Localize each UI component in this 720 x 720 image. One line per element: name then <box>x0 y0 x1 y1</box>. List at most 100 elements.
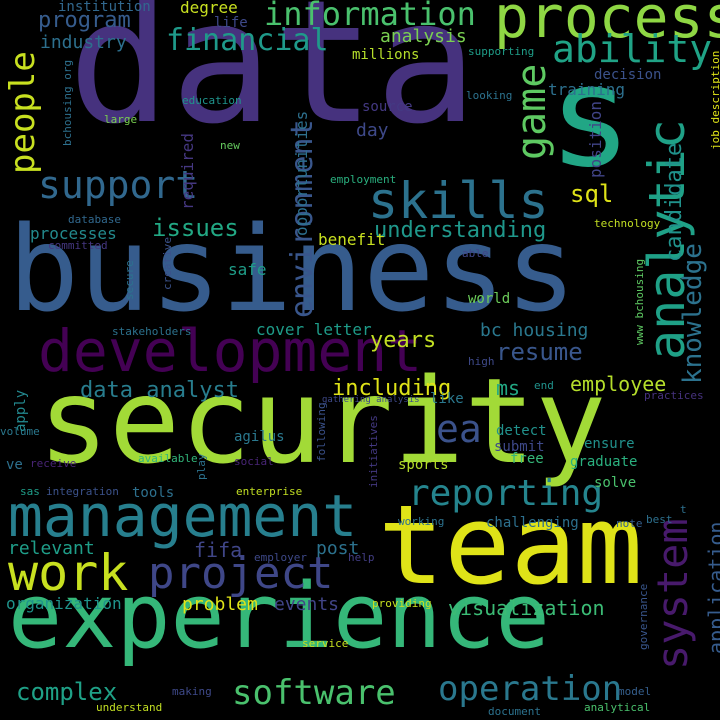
word-project: project <box>148 548 334 599</box>
word-governance: governance <box>637 583 650 650</box>
word-problem: problem <box>182 594 258 615</box>
word-solve: solve <box>594 475 637 491</box>
word-financial: financial <box>166 23 329 58</box>
word-source: source <box>362 99 413 115</box>
word-graduate: graduate <box>570 454 638 470</box>
word-operation: operation <box>438 669 623 709</box>
word-candidate: candidate <box>662 142 687 262</box>
word-submit: submit <box>494 439 545 455</box>
word-bc-housing: bc housing <box>480 320 589 341</box>
word-sql: sql <box>570 180 614 208</box>
word-required: required <box>178 132 197 210</box>
word-post: post <box>316 538 360 559</box>
word-benefit: benefit <box>318 230 386 249</box>
word-support: support <box>38 163 199 207</box>
word-millions: millions <box>352 47 420 63</box>
word-job-description: job description <box>709 50 720 150</box>
word-years: years <box>370 328 437 353</box>
word-creative: creative <box>161 237 174 290</box>
word-program: program <box>38 8 131 33</box>
word-relevant: relevant <box>8 538 95 559</box>
word-processes: processes <box>30 224 117 243</box>
word-data-analyst: data analyst <box>80 378 239 403</box>
word-model: model <box>618 685 652 698</box>
word-www-bchousing: www bchousing <box>633 258 646 345</box>
word-help: help <box>348 551 375 564</box>
word-stakeholders: stakeholders <box>112 325 192 338</box>
word-development: development <box>38 317 423 385</box>
word-free: free <box>510 451 544 467</box>
word-organization: organization <box>6 594 122 613</box>
word-security: security <box>38 352 607 490</box>
word-day: day <box>356 120 389 141</box>
word-opportunities: opportunities <box>292 110 311 236</box>
word-complex: complex <box>16 678 118 706</box>
word-work: work <box>8 544 129 602</box>
word-analysis: analysis <box>380 26 467 47</box>
word-detect: detect <box>496 423 547 439</box>
word-s: s <box>548 36 633 199</box>
word-providing: providing <box>372 597 432 610</box>
word-database: database <box>68 213 121 226</box>
word-ms: ms <box>496 376 521 400</box>
word-cover-letter: cover letter <box>256 320 372 339</box>
word-play: play <box>195 453 208 481</box>
word-employer: employer <box>254 551 307 564</box>
word-note: note <box>616 517 643 530</box>
word-degree: degree <box>180 0 238 17</box>
word-reporting: reporting <box>408 473 604 514</box>
word-fifa: fifa <box>194 538 243 562</box>
word-life: life <box>214 15 248 31</box>
word-best: best <box>646 513 673 526</box>
word-supporting: supporting <box>468 45 535 58</box>
word-sas: sas <box>20 485 40 498</box>
word-world: world <box>468 291 511 307</box>
word-issues: issues <box>152 214 239 242</box>
word-agilus: agilus <box>234 429 285 445</box>
word-ensure: ensure <box>584 436 635 452</box>
word-like: like <box>430 391 464 407</box>
word-position: position <box>586 100 605 178</box>
word-available: available <box>138 452 198 465</box>
word-following: following <box>315 402 328 462</box>
word-including: including <box>332 376 452 401</box>
word-gathering-analysis: gathering analysis <box>322 395 420 405</box>
word-understand: understand <box>96 701 163 714</box>
word-process: process <box>494 0 720 51</box>
word-end: end <box>534 379 554 392</box>
word-sports: sports <box>398 457 449 473</box>
word-education: education <box>182 94 242 107</box>
word-application: application <box>704 521 720 654</box>
word-skills: skills <box>368 172 549 230</box>
word-social: social <box>234 455 274 468</box>
word-technology: technology <box>594 217 661 230</box>
word-looking: looking <box>466 89 513 102</box>
word-resume: resume <box>496 338 583 366</box>
word-service: service <box>302 637 349 650</box>
word-high: high <box>468 355 495 368</box>
word-volume: volume <box>0 425 40 438</box>
word-ea: ea <box>436 407 482 451</box>
word-industry: industry <box>40 32 127 53</box>
word-knowledge: knowledge <box>678 243 708 384</box>
word-large: large <box>104 113 138 126</box>
word-enterprise: enterprise <box>236 485 303 498</box>
word-working: working <box>398 515 445 528</box>
word-ability: ability <box>552 27 713 71</box>
word-ve: ve <box>6 457 23 473</box>
word-management: management <box>8 482 358 550</box>
word-institution: institution <box>58 0 151 15</box>
word-understanding: understanding <box>374 218 547 243</box>
word-team: team <box>378 481 643 609</box>
word-software: software <box>232 673 396 713</box>
word-employee: employee <box>570 372 667 396</box>
word-experience: experience <box>8 564 550 669</box>
word-document: document <box>488 705 541 718</box>
word-apply: apply <box>13 389 29 432</box>
word-events: events <box>274 594 340 615</box>
word-new: new <box>220 139 240 152</box>
word-committed: committed <box>48 239 108 252</box>
word-data: data <box>68 0 478 162</box>
word-information: information <box>264 0 476 33</box>
